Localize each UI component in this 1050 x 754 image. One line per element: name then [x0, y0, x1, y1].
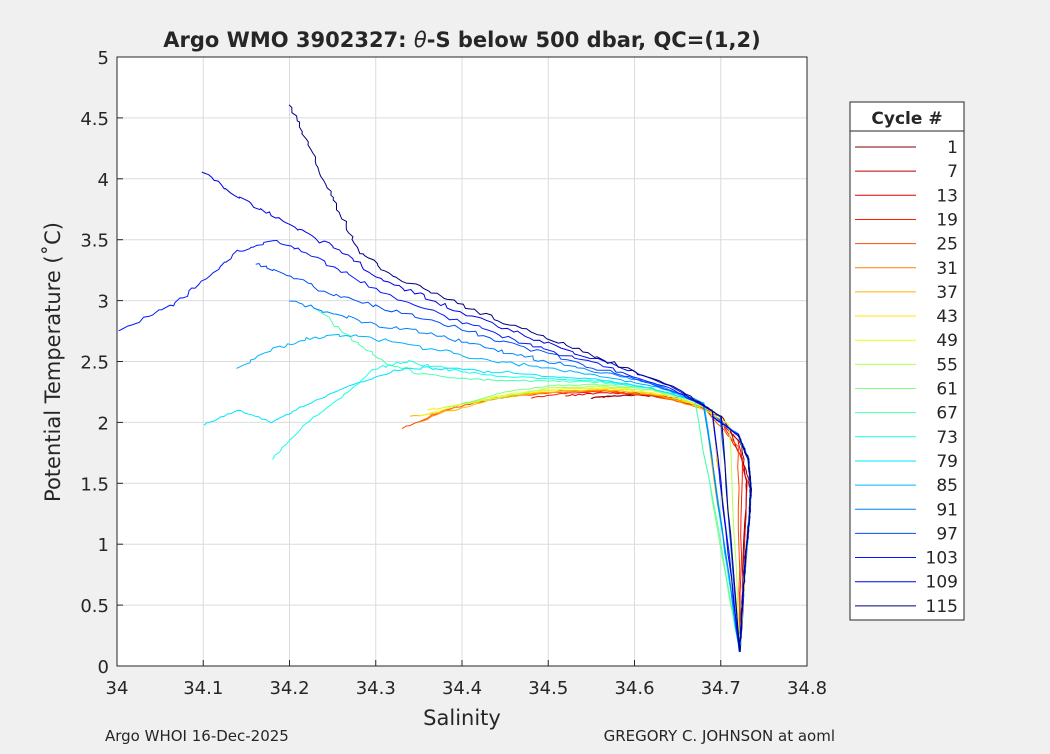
legend-label-91: 91	[936, 500, 958, 520]
legend-label-61: 61	[936, 380, 958, 400]
legend-label-19: 19	[936, 210, 958, 230]
series-lines	[118, 104, 753, 653]
y-tick-label: 0.5	[80, 596, 109, 617]
legend-label-43: 43	[936, 307, 958, 327]
x-tick-label: 34.3	[356, 678, 396, 699]
y-tick-label: 0	[98, 657, 109, 678]
x-tick-label: 34.8	[787, 678, 827, 699]
legend-label-73: 73	[936, 428, 958, 448]
y-tick-label: 4	[98, 170, 109, 191]
legend-label-49: 49	[936, 331, 958, 351]
legend-label-55: 55	[936, 355, 958, 375]
y-tick-label: 3	[98, 292, 109, 313]
x-tick-label: 34	[106, 678, 129, 699]
legend-label-79: 79	[936, 452, 958, 472]
chart-title: Argo WMO 3902327: θ-S below 500 dbar, QC…	[163, 28, 760, 52]
y-tick-label: 5	[98, 48, 109, 69]
series-line-cycle-115	[288, 104, 753, 652]
x-tick-label: 34.4	[442, 678, 482, 699]
x-tick-label: 34.2	[269, 678, 309, 699]
y-tick-label: 3.5	[80, 231, 109, 252]
legend-label-115: 115	[926, 597, 958, 617]
y-axis-label: Potential Temperature (˚C)	[41, 222, 65, 502]
legend-label-109: 109	[926, 573, 958, 593]
legend-label-25: 25	[936, 235, 958, 255]
y-tick-label: 1.5	[80, 474, 109, 495]
legend: Cycle # 1 7 13 19 25 31 37 43 49 55 61 67 73 79 85 91 97…	[849, 101, 965, 621]
x-tick-label: 34.6	[614, 678, 654, 699]
legend-label-13: 13	[936, 186, 958, 206]
legend-label-31: 31	[936, 259, 958, 279]
x-tick-label: 34.7	[701, 678, 741, 699]
x-axis-label: Salinity	[423, 706, 501, 730]
x-tick-label: 34.5	[528, 678, 568, 699]
x-tick-labels: 34 34.1 34.2 34.3 34.4 34.5 34.6 34.7 34.8	[106, 678, 827, 699]
plot-frame	[116, 56, 808, 667]
grid	[116, 56, 808, 667]
y-tick-label: 1	[98, 535, 109, 556]
x-tick-label: 34.1	[183, 678, 223, 699]
legend-label-85: 85	[936, 476, 958, 496]
legend-title: Cycle #	[871, 109, 942, 129]
legend-label-67: 67	[936, 404, 958, 424]
footer-left: Argo WHOI 16-Dec-2025	[105, 727, 289, 745]
footer-right: GREGORY C. JOHNSON at aoml	[604, 727, 835, 745]
y-tick-label: 2	[98, 413, 109, 434]
legend-items: 1 7 13 19 25 31 37 43 49 55 61 67 73 79 85 91 97 103 109 11…	[855, 138, 958, 617]
y-tick-labels: 0 0.5 1 1.5 2 2.5 3 3.5 4 4.5 5	[80, 48, 109, 678]
legend-label-37: 37	[936, 283, 958, 303]
legend-label-97: 97	[936, 524, 958, 544]
y-tick-label: 2.5	[80, 353, 109, 374]
legend-label-7: 7	[947, 162, 958, 182]
legend-label-103: 103	[926, 549, 958, 569]
series-line-cycle-103	[118, 239, 752, 652]
y-tick-label: 4.5	[80, 109, 109, 130]
legend-label-1: 1	[947, 138, 958, 158]
